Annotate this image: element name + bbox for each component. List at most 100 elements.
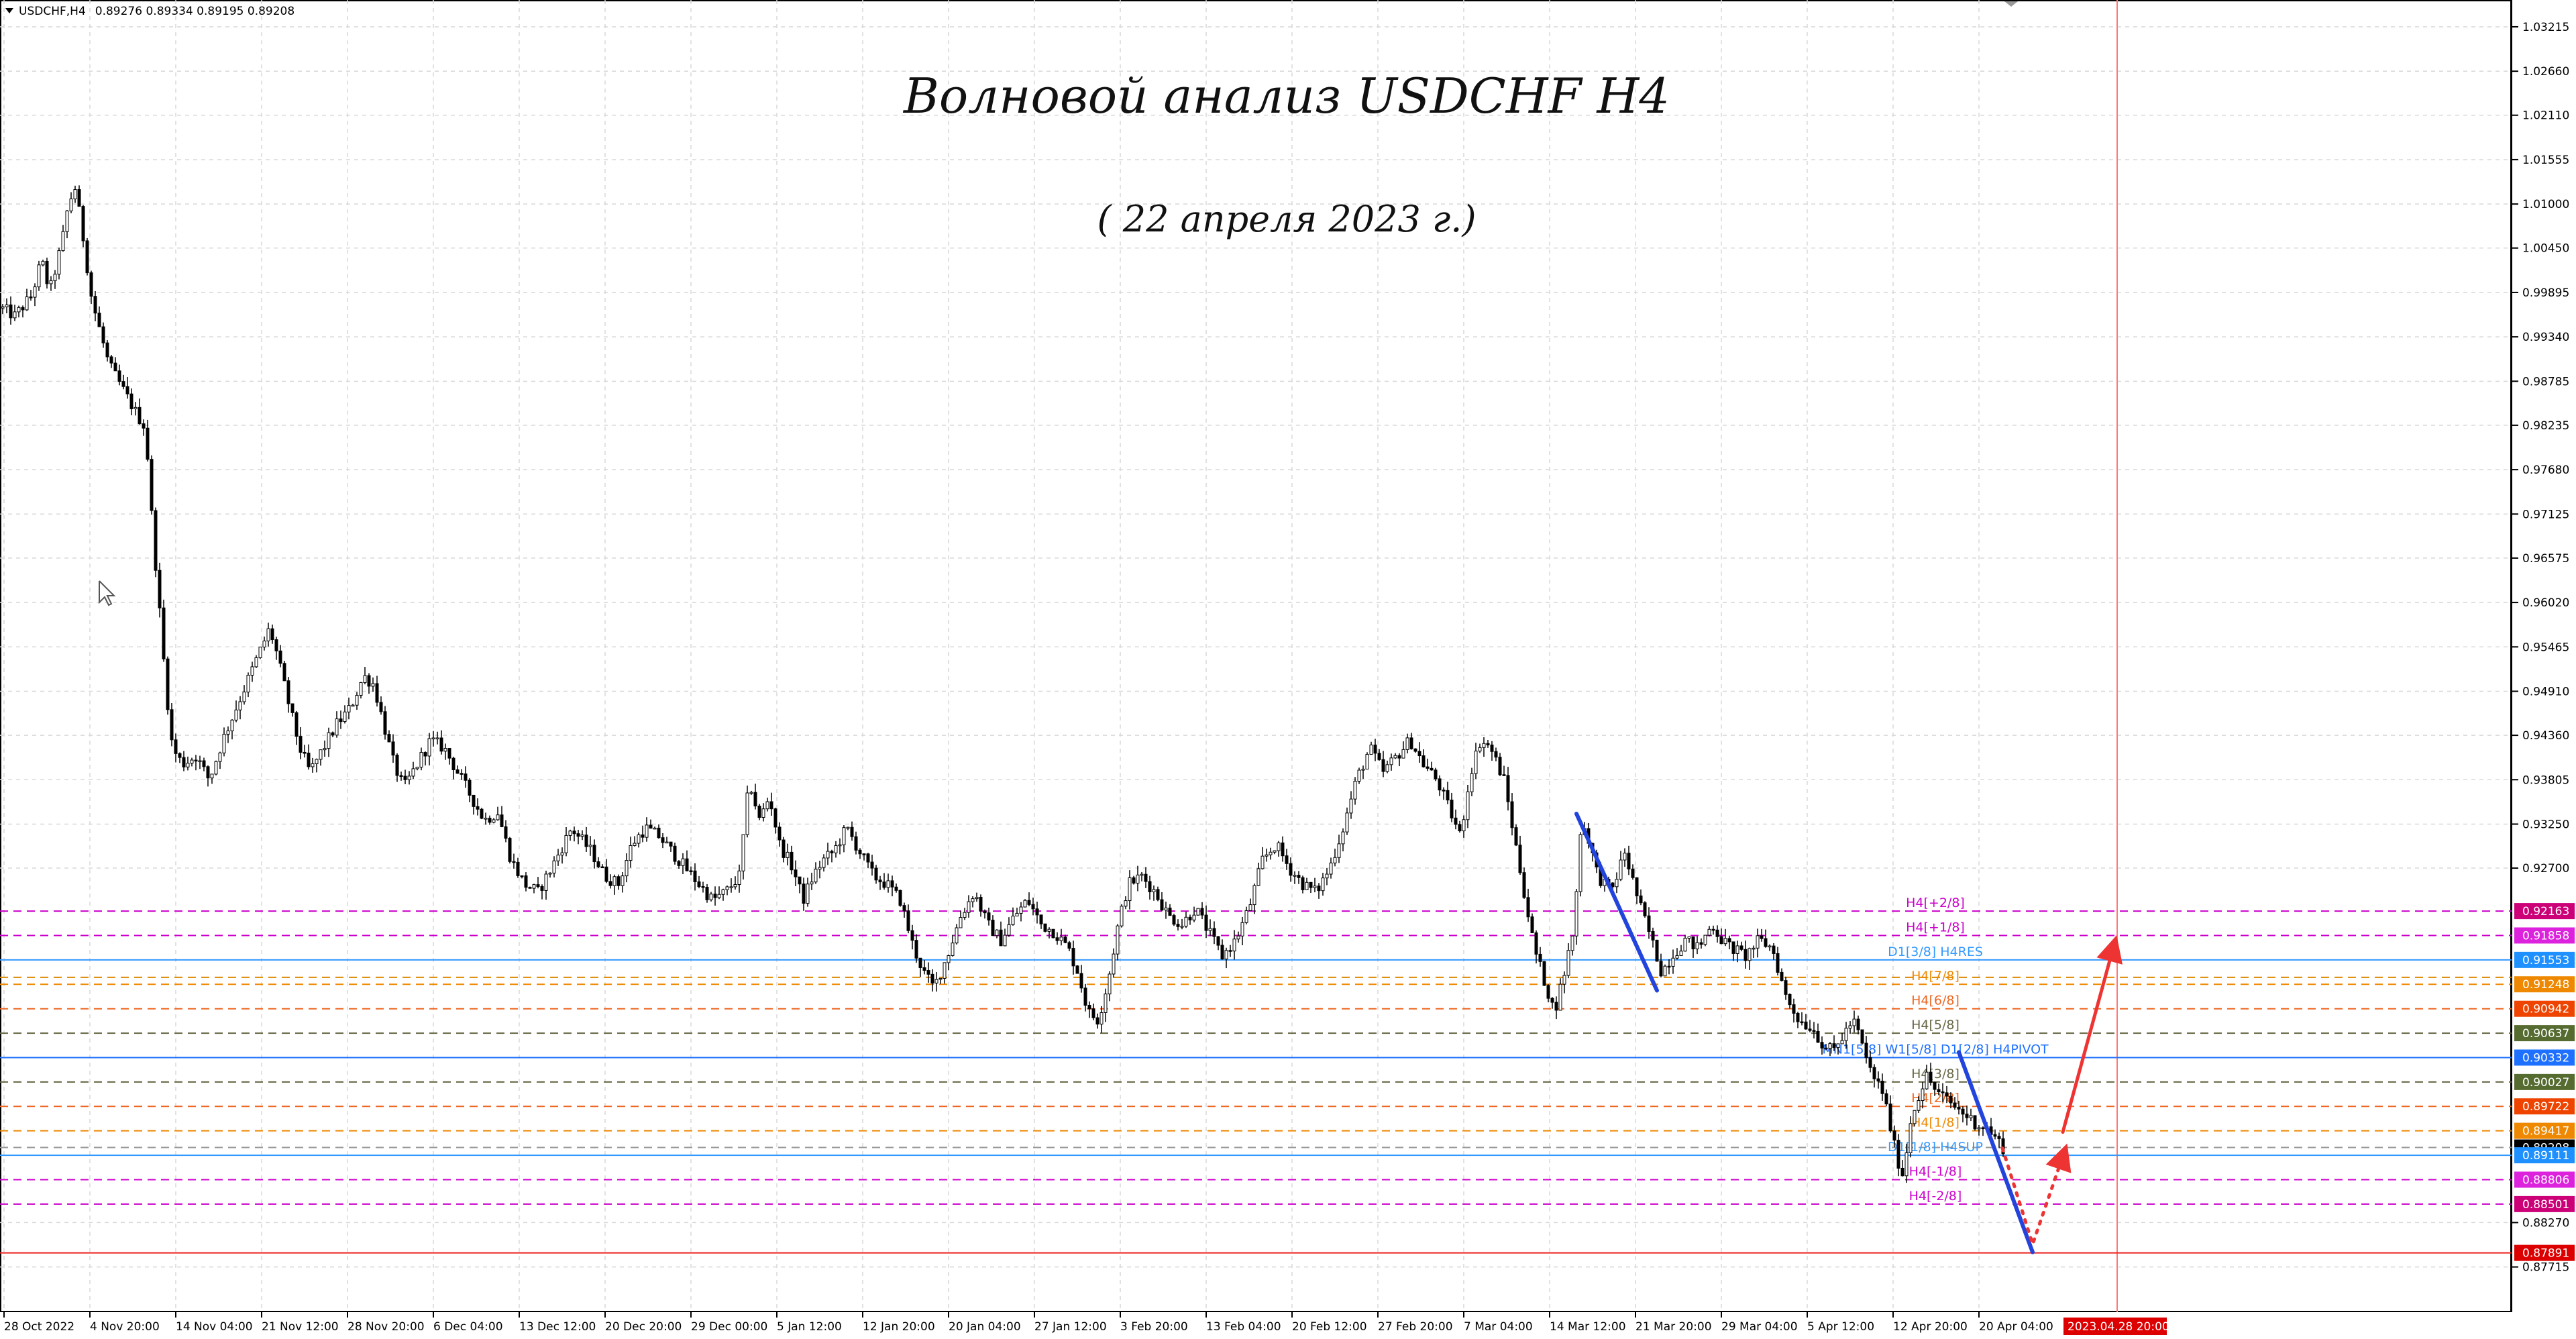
level-price-label: 0.89722 — [2522, 1100, 2569, 1114]
candle-body — [323, 748, 327, 751]
candle-body — [987, 912, 991, 921]
level-label: H4[1/8] — [1911, 1116, 1960, 1130]
level-price-tag — [2514, 1073, 2575, 1090]
candle-body — [971, 898, 975, 902]
level-price-tag — [2514, 1122, 2575, 1139]
candle-body — [637, 834, 641, 844]
y-tick-label: 0.98235 — [2522, 419, 2569, 433]
candle-body — [73, 189, 77, 200]
y-tick-label: 0.98785 — [2522, 375, 2569, 388]
candle-body — [653, 827, 657, 830]
candle-body — [347, 705, 351, 712]
candle-body — [1289, 863, 1293, 876]
candle-body — [101, 326, 105, 343]
candle-body — [214, 761, 218, 775]
scroll-marker-icon[interactable] — [2004, 1, 2018, 7]
level-label: H4[7/8] — [1911, 969, 1960, 983]
candle-body — [496, 814, 500, 820]
candle-body — [282, 663, 286, 682]
candle-body — [1317, 886, 1321, 892]
forecast-arrow — [2000, 1143, 2072, 1250]
candle-body — [842, 827, 846, 845]
candle-body — [830, 851, 834, 853]
candle-body — [1679, 951, 1683, 956]
candle-body — [681, 858, 685, 866]
candle-body — [13, 311, 17, 319]
candle-body — [1957, 1106, 1961, 1110]
candle-body — [1796, 1012, 1800, 1022]
candle-body — [1124, 900, 1128, 907]
candle-body — [1663, 965, 1667, 977]
candle-body — [1804, 1021, 1808, 1030]
symbol-menu-icon[interactable] — [5, 8, 13, 13]
candle-body — [1409, 737, 1413, 749]
candle-body — [355, 695, 359, 706]
candle-body — [1273, 850, 1277, 853]
candle-body — [874, 867, 878, 881]
candle-body — [274, 639, 278, 651]
candle-body — [1671, 957, 1675, 967]
candle-body — [862, 853, 866, 855]
candle-body — [773, 808, 777, 828]
candle-body — [1643, 902, 1647, 916]
candle-body — [1780, 971, 1784, 981]
candle-body — [914, 940, 918, 959]
candle-body — [286, 680, 290, 704]
candle-body — [162, 607, 166, 659]
candle-body — [1498, 757, 1502, 775]
candle-body — [1051, 928, 1055, 939]
candle-body — [427, 738, 431, 757]
candle-body — [1542, 961, 1546, 986]
level-label: H4[-1/8] — [1909, 1164, 1962, 1179]
candle-body — [669, 841, 673, 847]
candle-body — [339, 718, 343, 722]
candle-body — [1880, 1081, 1884, 1094]
candle-body — [625, 860, 629, 877]
candle-body — [1921, 1088, 1925, 1102]
candle-body — [649, 824, 653, 829]
candle-body — [1888, 1104, 1892, 1132]
candle-body — [1321, 877, 1325, 892]
candle-body — [1450, 800, 1454, 818]
level-label: H4[5/8] — [1911, 1018, 1960, 1032]
candle-body — [133, 407, 138, 409]
candle-body — [1651, 930, 1655, 941]
candle-body — [1820, 1042, 1824, 1049]
candle-body — [1510, 801, 1514, 828]
candle-body — [786, 851, 790, 858]
x-tick-label: 20 Dec 20:00 — [605, 1320, 682, 1334]
candle-body — [468, 780, 472, 796]
candle-body — [455, 769, 460, 774]
candle-body — [882, 881, 886, 888]
y-tick-label: 0.97680 — [2522, 464, 2569, 477]
candle-body — [472, 794, 476, 807]
candle-body — [1711, 928, 1715, 931]
level-price-label: 0.91248 — [2522, 978, 2569, 992]
candle-body — [1941, 1091, 1945, 1093]
candle-body — [814, 869, 818, 883]
x-tick-label: 12 Jan 20:00 — [863, 1320, 935, 1334]
y-tick-label: 1.01555 — [2522, 154, 2569, 167]
candle-body — [1997, 1136, 2001, 1139]
candle-body — [480, 808, 484, 819]
candle-body — [383, 711, 387, 735]
candle-body — [621, 875, 625, 886]
candle-body — [21, 307, 25, 311]
level-label: H4[3/8] — [1911, 1067, 1960, 1081]
candle-body — [1554, 1002, 1558, 1011]
candle-body — [725, 886, 729, 890]
candle-body — [1087, 1005, 1091, 1010]
x-tick-label: 14 Nov 04:00 — [176, 1320, 253, 1334]
candle-body — [1325, 873, 1329, 879]
level-price-tag — [2514, 1025, 2575, 1042]
candle-body — [645, 824, 649, 838]
candle-body — [693, 870, 697, 882]
level-price-tag — [2514, 927, 2575, 944]
forecast-arrows — [2000, 935, 2123, 1250]
level-label: H4[-2/8] — [1909, 1189, 1962, 1203]
candle-body — [524, 875, 528, 888]
candle-body — [761, 808, 765, 818]
candle-body — [1301, 877, 1305, 890]
